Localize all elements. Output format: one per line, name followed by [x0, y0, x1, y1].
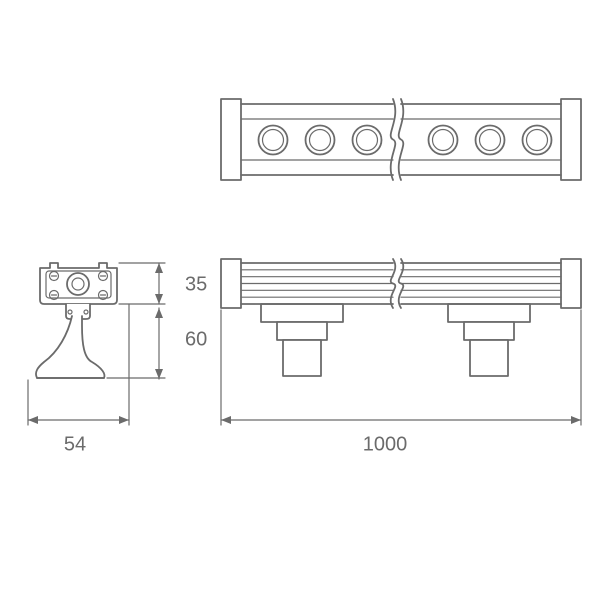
dimension-height_35: 35	[185, 273, 207, 295]
top-view	[221, 259, 581, 376]
dimension-width_54: 54	[64, 433, 86, 455]
dimension-width_1000: 1000	[363, 433, 408, 455]
front-view	[221, 99, 581, 180]
dimension-height_60: 60	[185, 328, 207, 350]
side-view	[36, 263, 117, 378]
